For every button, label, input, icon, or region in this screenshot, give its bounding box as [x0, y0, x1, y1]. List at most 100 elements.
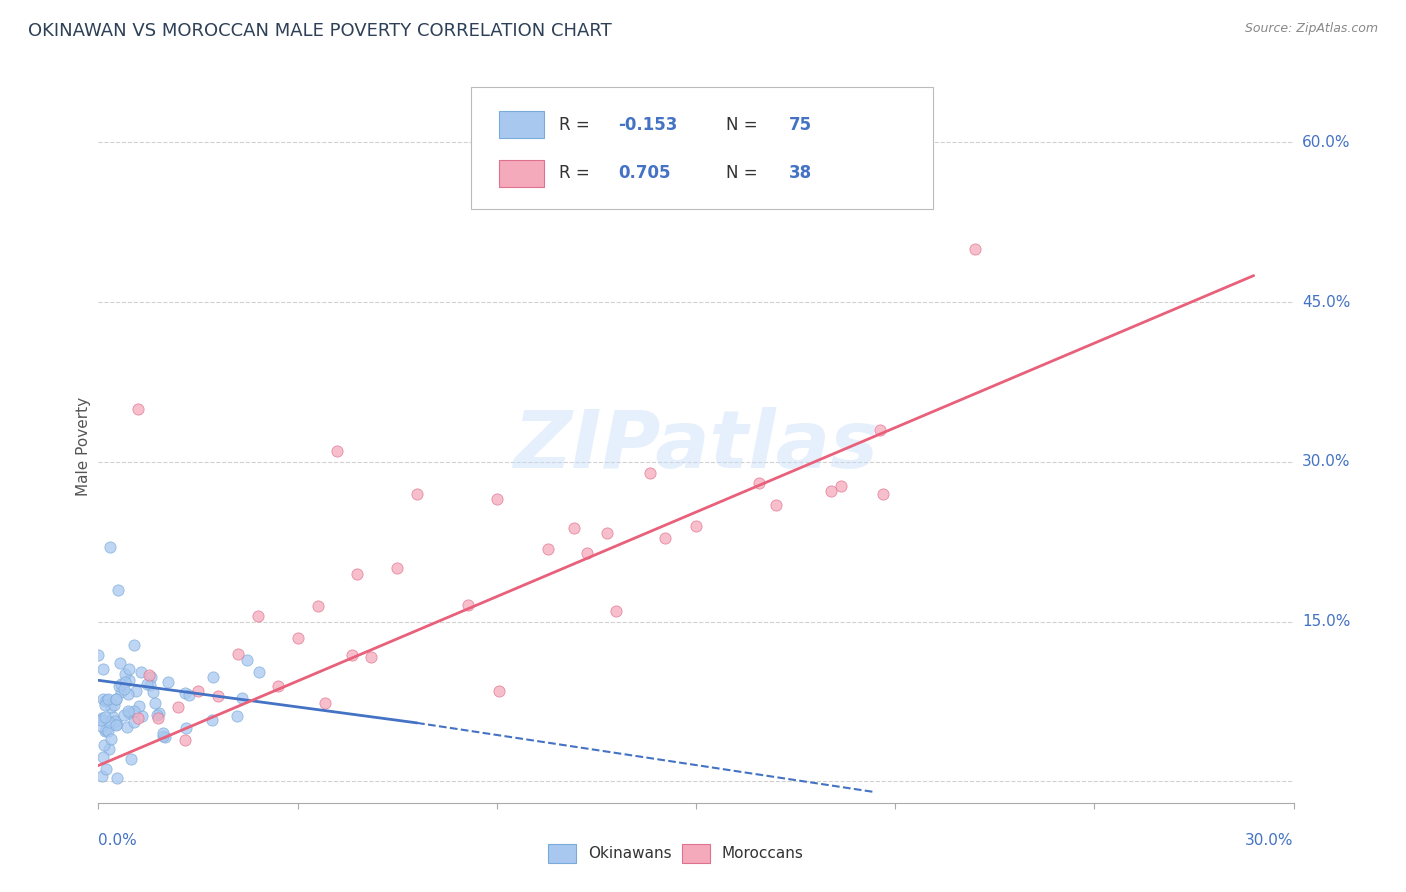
Point	[187, 684, 209, 698]
Point	[562, 521, 585, 535]
Point	[596, 525, 619, 540]
Point	[765, 498, 787, 512]
Point	[105, 771, 128, 785]
Point	[869, 423, 891, 437]
Point	[98, 540, 122, 554]
Point	[108, 680, 131, 694]
Point	[307, 599, 329, 613]
Point	[575, 546, 598, 560]
Point	[125, 683, 148, 698]
Point	[110, 685, 132, 699]
Point	[107, 582, 129, 597]
Point	[145, 697, 167, 711]
Point	[231, 691, 253, 706]
Text: Okinawans: Okinawans	[588, 847, 671, 861]
Point	[128, 698, 150, 713]
Point	[326, 444, 349, 458]
Point	[127, 401, 149, 416]
Point	[488, 683, 510, 698]
Text: OKINAWAN VS MOROCCAN MALE POVERTY CORRELATION CHART: OKINAWAN VS MOROCCAN MALE POVERTY CORREL…	[28, 22, 612, 40]
Text: 38: 38	[789, 164, 813, 182]
Point	[131, 709, 153, 723]
Point	[207, 690, 229, 704]
Point	[236, 653, 259, 667]
Point	[120, 752, 142, 766]
Point	[537, 542, 560, 557]
Point	[108, 656, 131, 670]
Point	[114, 674, 136, 689]
Point	[385, 561, 409, 575]
Point	[654, 531, 676, 545]
Point	[94, 694, 117, 708]
Point	[820, 483, 842, 498]
Point	[105, 692, 128, 706]
Point	[314, 697, 336, 711]
Point	[105, 718, 128, 732]
Point	[112, 681, 135, 696]
Point	[91, 750, 114, 764]
Point	[267, 679, 290, 693]
Point	[117, 673, 139, 687]
Text: ZIPatlas: ZIPatlas	[513, 407, 879, 485]
Point	[287, 631, 309, 645]
Point	[97, 742, 120, 756]
Point	[605, 604, 627, 618]
Point	[247, 665, 270, 679]
Point	[201, 713, 224, 727]
Point	[91, 662, 114, 676]
Point	[114, 667, 136, 681]
FancyBboxPatch shape	[471, 87, 932, 209]
Y-axis label: Male Poverty: Male Poverty	[76, 396, 91, 496]
Text: 30.0%: 30.0%	[1302, 455, 1350, 469]
Point	[98, 714, 121, 729]
Point	[152, 726, 174, 740]
Point	[117, 720, 139, 734]
Point	[93, 739, 115, 753]
Point	[97, 723, 120, 738]
Point	[457, 599, 479, 613]
Point	[112, 708, 135, 723]
Point	[100, 731, 122, 746]
Point	[142, 685, 165, 699]
Point	[90, 713, 112, 727]
Point	[152, 729, 174, 743]
Point	[104, 714, 127, 728]
FancyBboxPatch shape	[499, 112, 544, 138]
Point	[127, 710, 149, 724]
Point	[226, 708, 249, 723]
Point	[101, 710, 124, 724]
Point	[135, 677, 157, 691]
Text: R =: R =	[558, 164, 595, 182]
Point	[122, 638, 145, 652]
Point	[226, 647, 249, 661]
Point	[103, 698, 125, 713]
Point	[830, 479, 852, 493]
Point	[872, 486, 894, 500]
Point	[246, 609, 269, 624]
Text: 0.705: 0.705	[619, 164, 671, 182]
FancyBboxPatch shape	[499, 160, 544, 187]
Point	[117, 687, 139, 701]
Text: Moroccans: Moroccans	[721, 847, 803, 861]
Point	[685, 519, 707, 533]
Point	[94, 762, 117, 776]
Point	[174, 732, 197, 747]
Point	[100, 700, 122, 714]
Point	[406, 487, 429, 501]
Point	[98, 719, 121, 733]
Point	[87, 648, 110, 662]
Point	[94, 710, 117, 724]
Point	[94, 698, 117, 713]
Point	[105, 717, 128, 731]
Text: 45.0%: 45.0%	[1302, 294, 1350, 310]
Point	[963, 242, 986, 256]
Point	[118, 706, 141, 720]
Point	[146, 708, 169, 723]
Point	[340, 648, 363, 663]
Text: -0.153: -0.153	[619, 116, 678, 134]
Point	[105, 691, 128, 706]
Point	[110, 677, 132, 691]
Text: N =: N =	[725, 164, 762, 182]
Point	[138, 668, 160, 682]
Point	[90, 769, 112, 783]
